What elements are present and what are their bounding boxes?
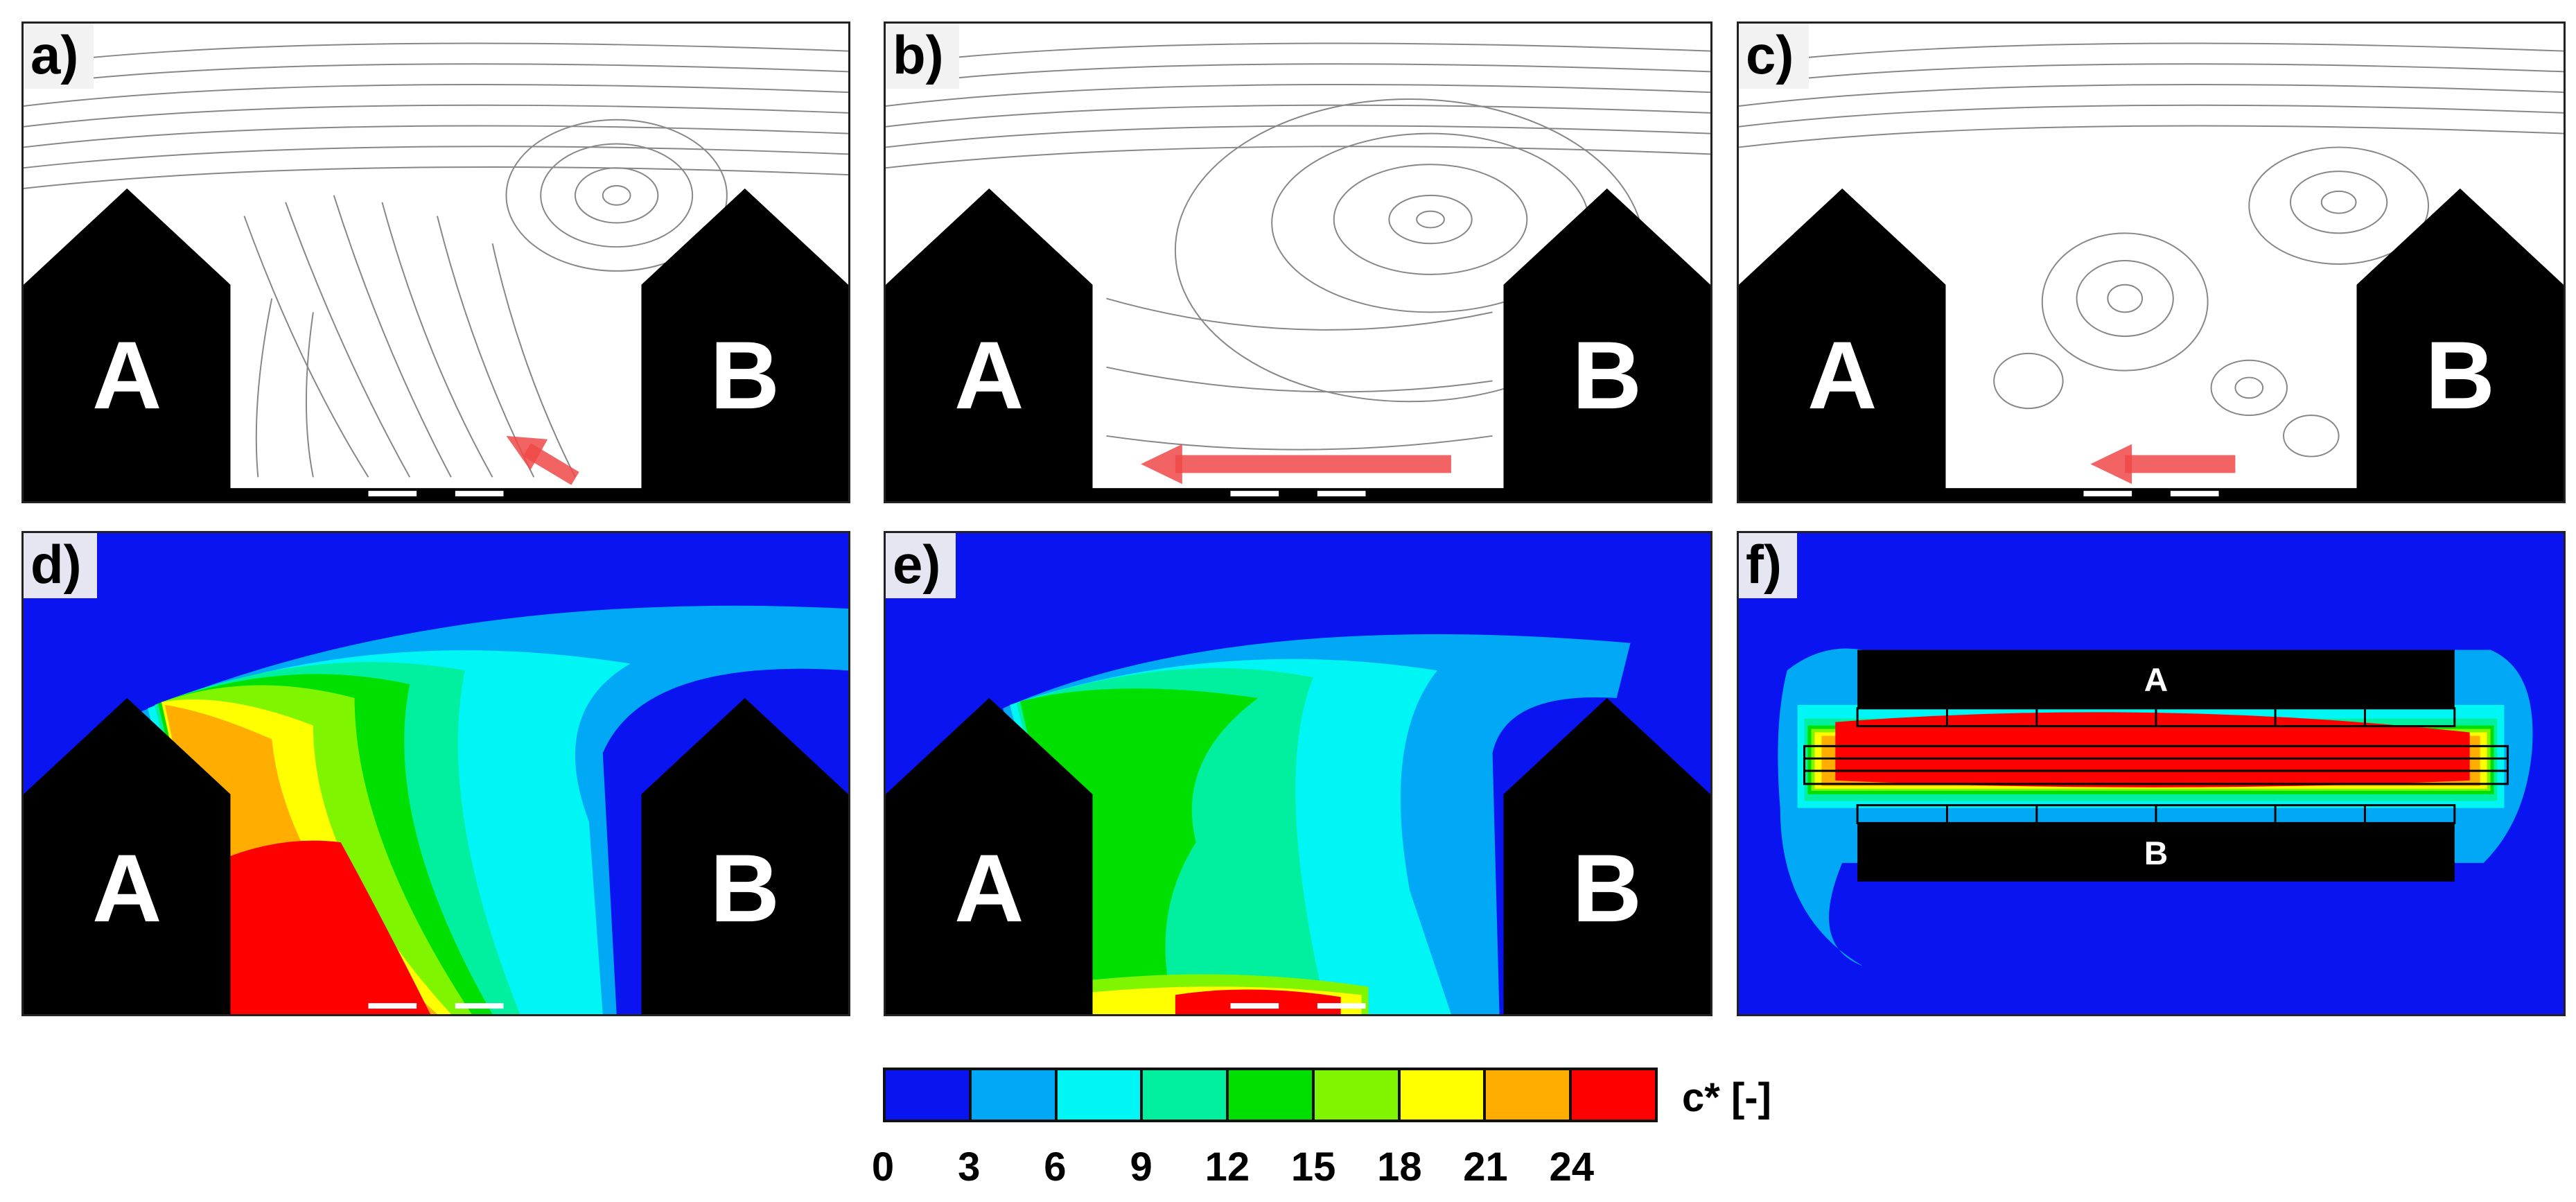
streamline-plot-b: A B xyxy=(886,24,1710,501)
building-b-label: B xyxy=(710,322,780,429)
building-a-shape xyxy=(24,697,231,1014)
building-b-label: B xyxy=(2425,322,2495,429)
building-a-label: A xyxy=(2144,662,2168,699)
colorbar-segment-4 xyxy=(1229,1070,1315,1120)
contour-plot-d: A B xyxy=(24,533,848,1014)
colorbar-tick-label: 6 xyxy=(1044,1144,1067,1190)
panel-c-streamlines: A B c) xyxy=(1737,21,2566,503)
colorbar-tick-label: 3 xyxy=(958,1144,981,1190)
flow-arrow xyxy=(1141,444,1451,485)
panel-label-a: a) xyxy=(24,24,94,89)
colorbar-segment-6 xyxy=(1400,1070,1487,1120)
contour-plot-e: A B xyxy=(886,533,1710,1014)
streamline-plot-c: A B xyxy=(1739,24,2564,501)
building-b-shape xyxy=(641,697,848,1014)
colorbar-unit-label: c* [-] xyxy=(1682,1075,1771,1120)
building-b-shape xyxy=(1503,188,1710,501)
flow-arrow xyxy=(506,435,579,485)
colorbar-segment-0 xyxy=(886,1070,972,1120)
building-b-label: B xyxy=(1572,835,1642,942)
panel-label-c: c) xyxy=(1739,24,1810,89)
panel-label-e: e) xyxy=(886,533,956,598)
panel-f-plan-view: A B f) xyxy=(1737,531,2566,1016)
panel-d-contour: A B d) xyxy=(21,531,850,1016)
colorbar-tick-label: 24 xyxy=(1549,1144,1595,1190)
colorbar-tick-label: 15 xyxy=(1290,1144,1336,1190)
building-b-plan xyxy=(1857,823,2455,882)
building-a-label: A xyxy=(92,322,162,429)
colorbar-tick-label: 0 xyxy=(871,1144,895,1190)
building-a-shape xyxy=(886,697,1093,1014)
colorbar-tick-label: 9 xyxy=(1130,1144,1153,1190)
panel-label-b: b) xyxy=(886,24,959,89)
building-b-label: B xyxy=(710,835,780,942)
colorbar-segment-2 xyxy=(1057,1070,1144,1120)
building-b-shape xyxy=(641,188,848,501)
panel-a-streamlines: A B a) xyxy=(21,21,850,503)
contour-plot-f: A B xyxy=(1739,533,2564,1014)
building-a-shape xyxy=(24,188,231,501)
building-b-label: B xyxy=(2144,835,2168,872)
colorbar-tick-label: 12 xyxy=(1204,1144,1250,1190)
panel-e-contour: A B e) xyxy=(884,531,1712,1016)
colorbar-segment-1 xyxy=(971,1070,1058,1120)
streamline-plot-a: A B xyxy=(24,24,848,501)
panel-label-f: f) xyxy=(1739,533,1797,598)
building-a-label: A xyxy=(1807,322,1877,429)
building-a-shape xyxy=(1739,188,1946,501)
colorbar xyxy=(883,1068,1658,1122)
building-b-shape xyxy=(1503,697,1710,1014)
panel-b-streamlines: A B b) xyxy=(884,21,1712,503)
building-b-label: B xyxy=(1572,322,1642,429)
building-a-shape xyxy=(886,188,1093,501)
colorbar-tick-label: 21 xyxy=(1463,1144,1508,1190)
colorbar-segment-7 xyxy=(1486,1070,1572,1120)
panel-label-d: d) xyxy=(24,533,97,598)
building-outlines xyxy=(1803,707,2509,824)
colorbar-segment-8 xyxy=(1572,1070,1656,1120)
flow-arrow xyxy=(2090,444,2236,485)
building-a-label: A xyxy=(954,835,1024,942)
building-a-label: A xyxy=(954,322,1024,429)
building-b-shape xyxy=(2356,188,2564,501)
colorbar-segment-3 xyxy=(1143,1070,1229,1120)
building-a-plan xyxy=(1857,650,2455,708)
colorbar-tick-label: 18 xyxy=(1377,1144,1422,1190)
building-a-label: A xyxy=(92,835,162,942)
colorbar-segment-5 xyxy=(1314,1070,1401,1120)
